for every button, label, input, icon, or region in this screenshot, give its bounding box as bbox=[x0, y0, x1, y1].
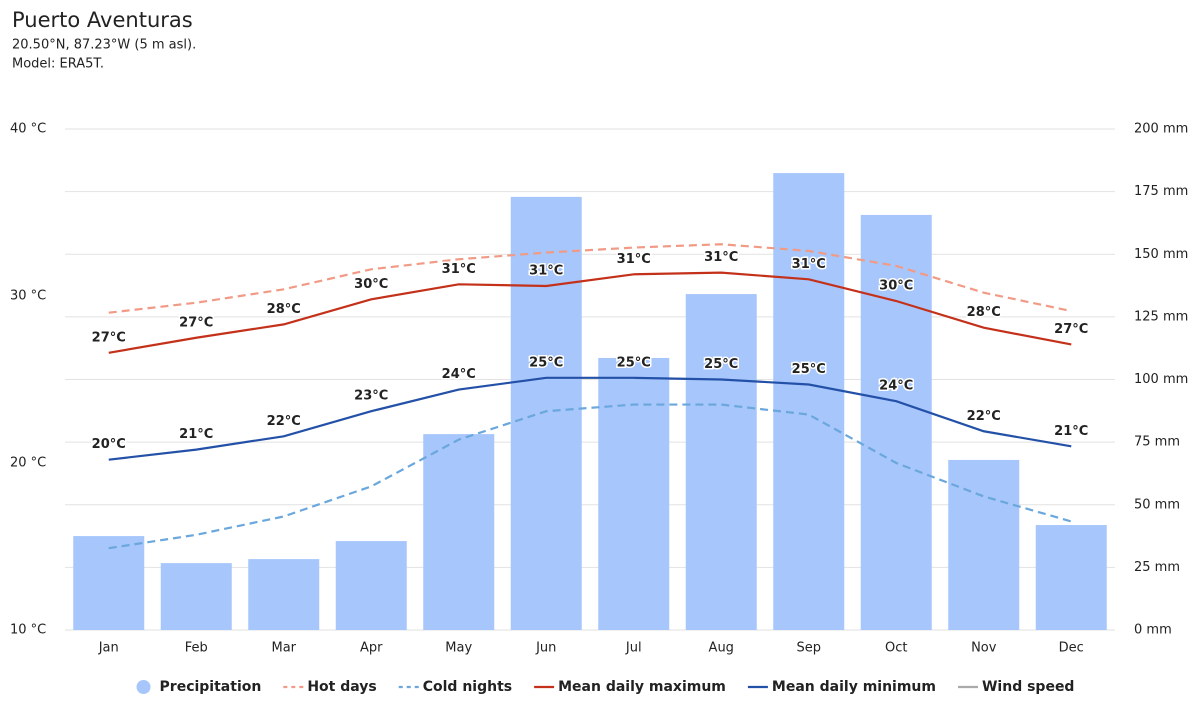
x-tick-label: Apr bbox=[360, 641, 383, 656]
legend-label: Hot days bbox=[307, 679, 376, 695]
data-label: 23°C bbox=[354, 389, 388, 404]
bar bbox=[335, 541, 407, 630]
data-label: 22°C bbox=[967, 409, 1001, 424]
legend-label: Cold nights bbox=[423, 679, 512, 695]
data-label: 22°C bbox=[267, 414, 301, 429]
data-label: 27°C bbox=[1054, 322, 1088, 337]
bar bbox=[860, 214, 932, 630]
data-label: 25°C bbox=[617, 355, 651, 370]
line bbox=[108, 403, 1072, 550]
data-label: 31°C bbox=[442, 262, 476, 277]
bar bbox=[510, 196, 582, 630]
y2-tick-label: 175 mm bbox=[1134, 184, 1188, 199]
x-tick-label: Dec bbox=[1059, 641, 1084, 656]
x-tick-label: May bbox=[445, 641, 472, 656]
y2-tick-label: 125 mm bbox=[1134, 309, 1188, 324]
line bbox=[108, 243, 1072, 314]
data-label: 21°C bbox=[1054, 424, 1088, 439]
line bbox=[108, 376, 1072, 461]
bar bbox=[73, 536, 145, 630]
x-tick-label: Oct bbox=[885, 641, 907, 656]
y-tick-label: 30 °C bbox=[10, 289, 46, 304]
y2-tick-label: 100 mm bbox=[1134, 372, 1188, 387]
legend-symbol bbox=[136, 680, 151, 694]
y2-tick-label: 0 mm bbox=[1134, 623, 1172, 638]
data-label: 30°C bbox=[879, 279, 913, 294]
data-label: 25°C bbox=[792, 362, 826, 377]
bar bbox=[598, 357, 670, 630]
bar bbox=[1035, 525, 1107, 630]
legend-label: Wind speed bbox=[982, 679, 1074, 695]
y-tick-label: 20 °C bbox=[10, 456, 46, 471]
data-label: 24°C bbox=[442, 367, 476, 382]
x-tick-label: Feb bbox=[185, 641, 208, 656]
bar bbox=[685, 294, 757, 630]
bar bbox=[160, 563, 232, 630]
legend-label: Mean daily minimum bbox=[772, 679, 936, 695]
data-label: 27°C bbox=[92, 330, 126, 345]
y-tick-label: 10 °C bbox=[10, 623, 46, 638]
y2-tick-label: 150 mm bbox=[1134, 247, 1188, 262]
legend-label: Mean daily maximum bbox=[558, 679, 726, 695]
bar bbox=[948, 459, 1020, 630]
data-label: 24°C bbox=[879, 379, 913, 394]
chart-title: Puerto Aventuras bbox=[12, 8, 193, 32]
data-label: 31°C bbox=[792, 257, 826, 272]
data-label: 31°C bbox=[704, 250, 738, 265]
data-label: 28°C bbox=[267, 302, 301, 317]
y2-tick-label: 50 mm bbox=[1134, 497, 1180, 512]
data-label: 31°C bbox=[617, 252, 651, 267]
data-label: 25°C bbox=[529, 355, 563, 370]
bar bbox=[773, 173, 845, 630]
x-tick-label: Jan bbox=[98, 641, 119, 656]
data-label: 21°C bbox=[179, 427, 213, 442]
y2-tick-label: 25 mm bbox=[1134, 560, 1180, 575]
x-tick-label: Jul bbox=[625, 641, 642, 656]
legend-label: Precipitation bbox=[160, 679, 262, 695]
data-label: 28°C bbox=[967, 305, 1001, 320]
x-tick-label: Sep bbox=[796, 641, 821, 656]
x-tick-label: Mar bbox=[271, 641, 296, 656]
x-tick-label: Nov bbox=[971, 641, 997, 656]
y2-tick-label: 200 mm bbox=[1134, 122, 1188, 137]
x-tick-label: Jun bbox=[535, 641, 556, 656]
y2-tick-label: 75 mm bbox=[1134, 435, 1180, 450]
bar bbox=[248, 559, 320, 630]
x-tick-label: Aug bbox=[709, 641, 734, 656]
bar bbox=[423, 434, 495, 630]
y-tick-label: 40 °C bbox=[10, 122, 46, 137]
line bbox=[108, 271, 1072, 354]
data-label: 20°C bbox=[92, 437, 126, 452]
data-label: 27°C bbox=[179, 315, 213, 330]
chart-subtitle: Model: ERA5T. bbox=[12, 57, 104, 72]
chart-subtitle: 20.50°N, 87.23°W (5 m asl). bbox=[12, 38, 196, 53]
legend: Precipitation Hot days Cold nights Mean dai… bbox=[136, 679, 1074, 695]
data-label: 31°C bbox=[529, 263, 563, 278]
data-label: 30°C bbox=[354, 277, 388, 292]
data-label: 25°C bbox=[704, 357, 738, 372]
